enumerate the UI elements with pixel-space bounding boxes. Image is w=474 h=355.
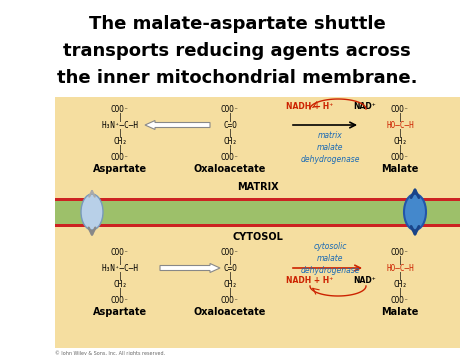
Text: |: | — [118, 129, 122, 138]
Text: cytosolic
malate
dehydrogenase: cytosolic malate dehydrogenase — [300, 242, 360, 275]
Ellipse shape — [81, 194, 103, 230]
Text: |: | — [228, 113, 232, 122]
Bar — [55, 198, 460, 201]
Text: HO–C–H: HO–C–H — [386, 264, 414, 273]
Bar — [55, 224, 460, 226]
Text: CH₂: CH₂ — [393, 137, 407, 146]
Text: Aspartate: Aspartate — [93, 307, 147, 317]
Text: |: | — [398, 129, 402, 138]
Text: CH₂: CH₂ — [393, 280, 407, 289]
Text: |: | — [118, 113, 122, 122]
Text: CH₂: CH₂ — [223, 280, 237, 289]
Text: CH₂: CH₂ — [113, 280, 127, 289]
Text: |: | — [398, 113, 402, 122]
Text: CH₂: CH₂ — [223, 137, 237, 146]
Text: |: | — [398, 145, 402, 154]
Text: NAD⁺: NAD⁺ — [354, 102, 376, 111]
Text: Aspartate: Aspartate — [93, 164, 147, 174]
Text: |: | — [118, 272, 122, 281]
Text: |: | — [228, 272, 232, 281]
Text: HO–C–H: HO–C–H — [386, 121, 414, 130]
Text: |: | — [398, 272, 402, 281]
FancyArrow shape — [160, 263, 220, 273]
Text: |: | — [398, 288, 402, 297]
Bar — [55, 97, 460, 348]
Text: transports reducing agents across: transports reducing agents across — [63, 42, 411, 60]
Text: COO⁻: COO⁻ — [391, 296, 409, 305]
Text: |: | — [118, 256, 122, 265]
Text: C=O: C=O — [223, 121, 237, 130]
Text: NAD⁺: NAD⁺ — [354, 276, 376, 285]
Ellipse shape — [404, 194, 426, 230]
Text: |: | — [118, 145, 122, 154]
Text: Malate: Malate — [381, 164, 419, 174]
Text: COO⁻: COO⁻ — [221, 296, 239, 305]
Text: |: | — [228, 129, 232, 138]
Text: COO⁻: COO⁻ — [221, 153, 239, 162]
Text: C=O: C=O — [223, 264, 237, 273]
Text: |: | — [228, 145, 232, 154]
Text: CH₂: CH₂ — [113, 137, 127, 146]
Text: COO⁻: COO⁻ — [391, 105, 409, 114]
Text: |: | — [228, 256, 232, 265]
Text: COO⁻: COO⁻ — [111, 248, 129, 257]
Bar — [55, 198, 460, 226]
Text: matrix
malate
dehydrogenase: matrix malate dehydrogenase — [300, 131, 360, 164]
Text: NADH + H⁺: NADH + H⁺ — [286, 102, 334, 111]
Text: Malate: Malate — [381, 307, 419, 317]
Text: H₃N⁺–C–H: H₃N⁺–C–H — [101, 264, 138, 273]
Text: © John Wiley & Sons, Inc. All rights reserved.: © John Wiley & Sons, Inc. All rights res… — [55, 350, 165, 355]
Text: Oxaloacetate: Oxaloacetate — [194, 307, 266, 317]
Text: |: | — [398, 256, 402, 265]
Text: COO⁻: COO⁻ — [391, 153, 409, 162]
FancyArrow shape — [145, 120, 210, 130]
Text: Oxaloacetate: Oxaloacetate — [194, 164, 266, 174]
Text: The malate-aspartate shuttle: The malate-aspartate shuttle — [89, 15, 385, 33]
Text: the inner mitochondrial membrane.: the inner mitochondrial membrane. — [57, 69, 417, 87]
Text: COO⁻: COO⁻ — [391, 248, 409, 257]
Text: COO⁻: COO⁻ — [221, 105, 239, 114]
Text: |: | — [228, 288, 232, 297]
Text: COO⁻: COO⁻ — [111, 153, 129, 162]
Text: COO⁻: COO⁻ — [221, 248, 239, 257]
Text: MATRIX: MATRIX — [237, 182, 278, 192]
Text: CYTOSOL: CYTOSOL — [232, 232, 283, 242]
Text: H₃N⁺–C–H: H₃N⁺–C–H — [101, 121, 138, 130]
Text: |: | — [118, 288, 122, 297]
Text: COO⁻: COO⁻ — [111, 105, 129, 114]
Text: COO⁻: COO⁻ — [111, 296, 129, 305]
Text: NADH + H⁺: NADH + H⁺ — [286, 276, 334, 285]
